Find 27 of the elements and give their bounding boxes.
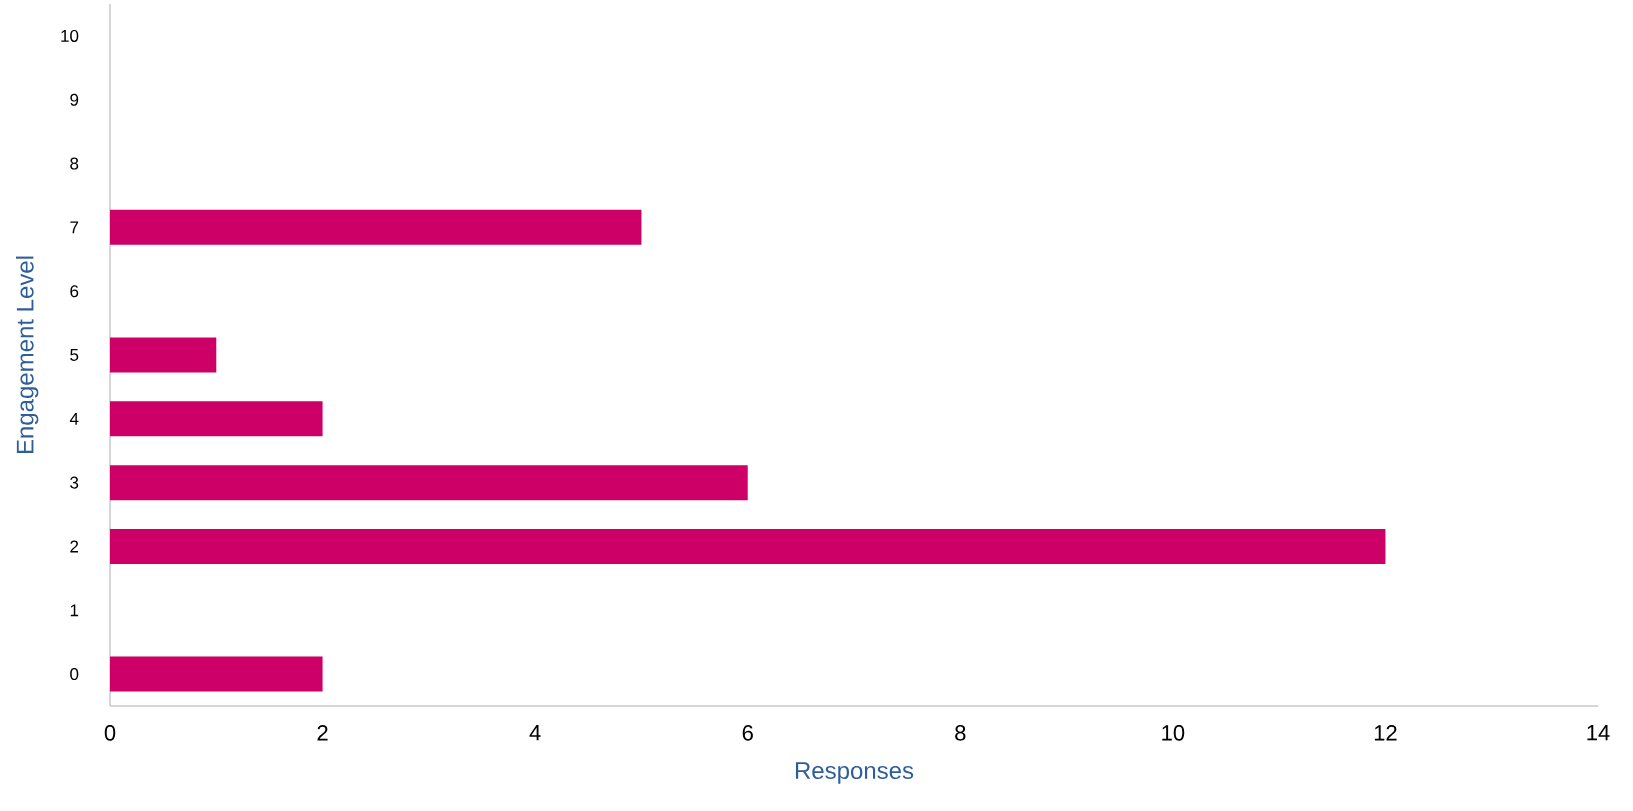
bar bbox=[110, 465, 748, 501]
y-axis-title: Engagement Level bbox=[15, 256, 39, 454]
y-tick-label: 7 bbox=[70, 221, 79, 234]
y-tick-label: 9 bbox=[70, 93, 79, 106]
bar bbox=[110, 209, 642, 245]
x-tick-label: 12 bbox=[1374, 725, 1397, 741]
x-tick-label: 4 bbox=[529, 725, 541, 741]
y-tick-label: 3 bbox=[70, 476, 79, 489]
bar bbox=[110, 528, 1386, 564]
x-tick-label: 0 bbox=[104, 725, 116, 741]
x-tick-label: 2 bbox=[317, 725, 328, 741]
y-tick-label: 0 bbox=[70, 668, 79, 681]
y-tick-label: 6 bbox=[70, 285, 79, 298]
y-tick-label: 5 bbox=[70, 349, 79, 361]
y-tick-label: 4 bbox=[69, 412, 79, 425]
x-tick-label: 10 bbox=[1162, 725, 1185, 741]
y-tick-label: 1 bbox=[70, 604, 79, 617]
bar bbox=[110, 401, 323, 437]
x-axis-title: Responses bbox=[795, 762, 914, 784]
bar bbox=[110, 656, 323, 692]
x-tick-label: 8 bbox=[955, 725, 966, 741]
y-tick-label: 8 bbox=[70, 157, 79, 170]
y-tick-label: 2 bbox=[70, 540, 79, 553]
x-tick-label: 6 bbox=[742, 725, 753, 741]
x-tick-label: 14 bbox=[1587, 725, 1610, 741]
y-tick-label: 10 bbox=[61, 29, 79, 42]
bar bbox=[110, 337, 217, 373]
